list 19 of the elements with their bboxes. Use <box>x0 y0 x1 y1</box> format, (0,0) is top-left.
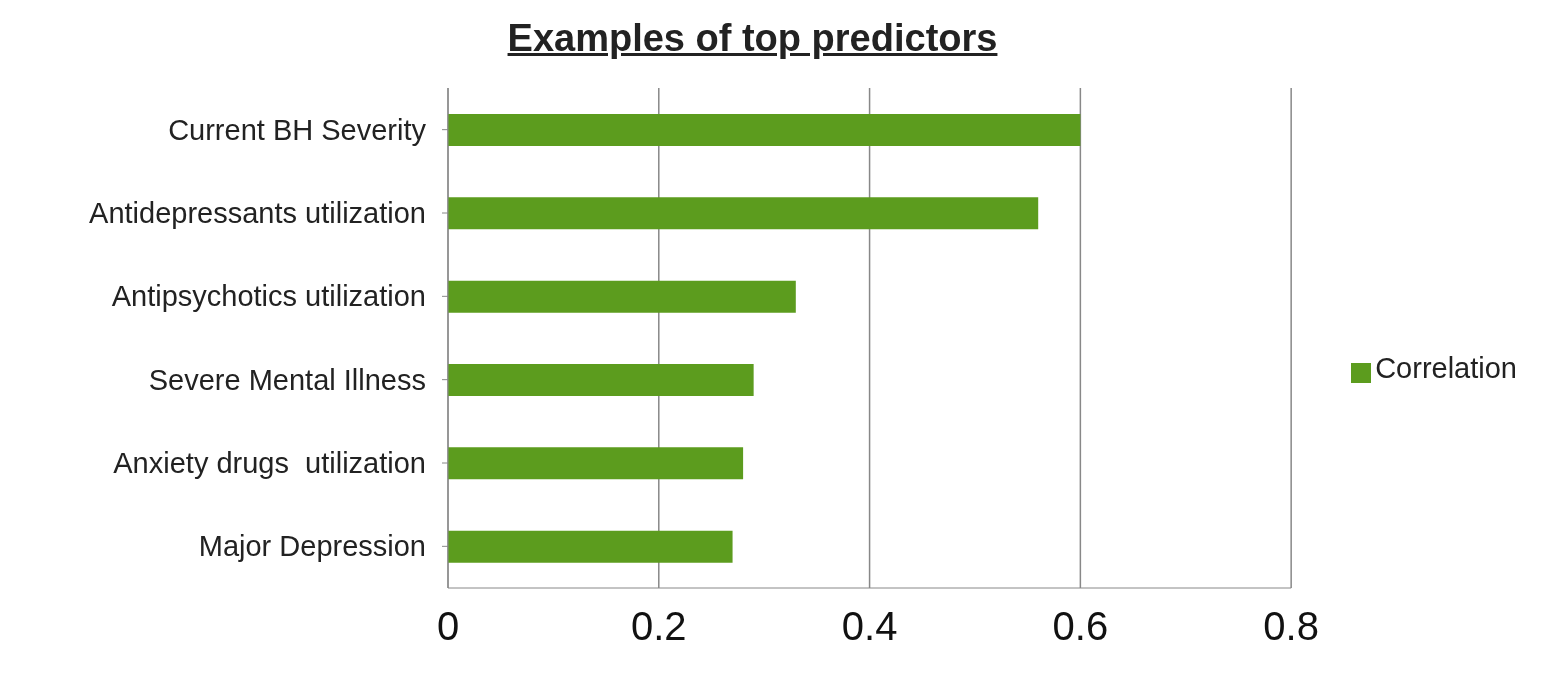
y-tick-label: Antidepressants utilization <box>89 197 426 229</box>
x-tick-label: 0.2 <box>630 604 687 649</box>
legend-label: Correlation <box>1375 351 1517 384</box>
bar <box>448 530 733 563</box>
x-tick-label: 0.6 <box>1052 604 1109 649</box>
y-tick-label: Severe Mental Illness <box>148 363 426 396</box>
x-tick-label: 0 <box>436 604 460 649</box>
bar <box>448 447 744 480</box>
x-tick-label: 0.4 <box>841 604 898 649</box>
chart-title: Examples of top predictors <box>506 16 999 61</box>
y-tick-label: Anxiety drugs utilization <box>113 447 426 479</box>
x-tick-label: 0.8 <box>1263 604 1319 649</box>
y-tick-label: Antipsychotics utilization <box>111 280 426 313</box>
bar <box>448 114 1081 146</box>
bar <box>448 364 754 396</box>
y-tick-label: Current BH Severity <box>168 113 427 146</box>
bar <box>448 197 1039 230</box>
bar <box>448 280 796 313</box>
y-tick-label: Major Depression <box>198 530 426 563</box>
